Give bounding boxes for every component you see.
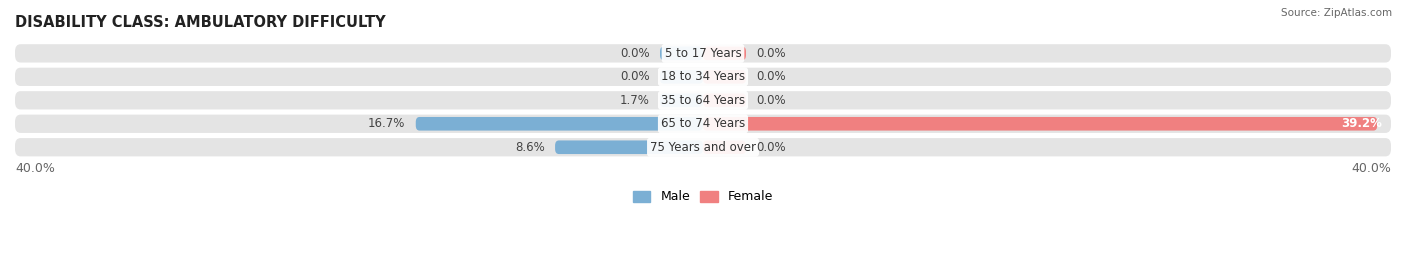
FancyBboxPatch shape — [15, 44, 1391, 62]
FancyBboxPatch shape — [703, 94, 747, 107]
FancyBboxPatch shape — [15, 91, 1391, 109]
Text: 18 to 34 Years: 18 to 34 Years — [661, 70, 745, 83]
Text: 39.2%: 39.2% — [1341, 117, 1382, 130]
FancyBboxPatch shape — [659, 94, 703, 107]
Text: 40.0%: 40.0% — [1351, 162, 1391, 175]
Text: 0.0%: 0.0% — [620, 70, 650, 83]
Legend: Male, Female: Male, Female — [628, 186, 778, 208]
Text: 5 to 17 Years: 5 to 17 Years — [665, 47, 741, 60]
FancyBboxPatch shape — [15, 138, 1391, 156]
FancyBboxPatch shape — [703, 47, 747, 60]
Text: 0.0%: 0.0% — [620, 47, 650, 60]
Text: 1.7%: 1.7% — [620, 94, 650, 107]
FancyBboxPatch shape — [703, 70, 747, 84]
Text: 0.0%: 0.0% — [756, 47, 786, 60]
FancyBboxPatch shape — [15, 68, 1391, 86]
FancyBboxPatch shape — [555, 140, 703, 154]
Text: 8.6%: 8.6% — [515, 141, 544, 154]
Text: 35 to 64 Years: 35 to 64 Years — [661, 94, 745, 107]
Text: 0.0%: 0.0% — [756, 141, 786, 154]
Text: 75 Years and over: 75 Years and over — [650, 141, 756, 154]
FancyBboxPatch shape — [659, 70, 703, 84]
FancyBboxPatch shape — [416, 117, 703, 130]
FancyBboxPatch shape — [703, 140, 747, 154]
FancyBboxPatch shape — [703, 117, 1378, 130]
Text: 65 to 74 Years: 65 to 74 Years — [661, 117, 745, 130]
Text: 40.0%: 40.0% — [15, 162, 55, 175]
Text: 0.0%: 0.0% — [756, 94, 786, 107]
Text: 16.7%: 16.7% — [368, 117, 405, 130]
FancyBboxPatch shape — [15, 115, 1391, 133]
FancyBboxPatch shape — [659, 47, 703, 60]
Text: Source: ZipAtlas.com: Source: ZipAtlas.com — [1281, 8, 1392, 18]
Text: DISABILITY CLASS: AMBULATORY DIFFICULTY: DISABILITY CLASS: AMBULATORY DIFFICULTY — [15, 15, 385, 30]
Text: 0.0%: 0.0% — [756, 70, 786, 83]
